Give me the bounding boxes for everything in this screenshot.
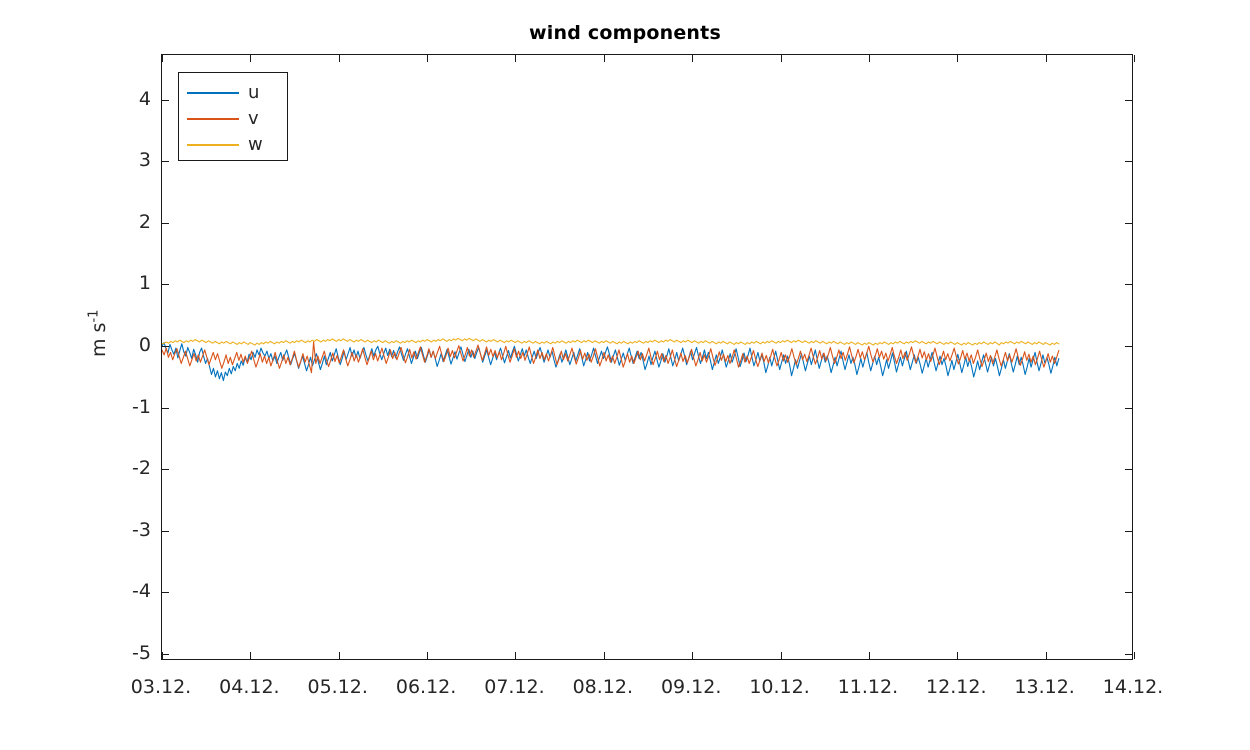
x-axis-tick-label: 05.12. — [307, 676, 368, 698]
x-axis-tick-top — [1045, 55, 1047, 62]
y-axis-tick-right — [1125, 222, 1132, 224]
x-axis-tick-label: 08.12. — [572, 676, 634, 698]
x-axis-tick-label: 11.12. — [837, 676, 899, 698]
y-axis-tick-right — [1125, 161, 1132, 163]
y-axis-tick — [162, 592, 169, 594]
x-axis-tick-top — [515, 55, 517, 62]
legend-label-w: w — [248, 134, 263, 155]
y-axis-tick-right — [1125, 530, 1132, 532]
legend-item-u[interactable]: u — [179, 79, 289, 107]
plot-area — [161, 54, 1135, 660]
y-axis-tick-right — [1125, 469, 1132, 471]
x-axis-tick-top — [250, 55, 252, 62]
y-axis-tick — [162, 284, 169, 286]
y-axis-tick-label: -2 — [132, 457, 151, 480]
y-axis-tick-label: -3 — [132, 518, 151, 541]
y-axis-title-exponent: -1 — [86, 309, 102, 323]
y-axis-tick-label: 0 — [138, 334, 151, 356]
x-axis-tick — [250, 652, 252, 659]
series-line-w — [162, 337, 1060, 346]
y-axis-tick-right — [1125, 284, 1132, 286]
series-canvas — [162, 337, 1060, 382]
x-axis-tick — [515, 652, 517, 659]
legend-label-v: v — [248, 108, 259, 129]
x-axis-tick-top — [338, 55, 340, 62]
y-axis-tick-label: 4 — [138, 87, 151, 110]
x-axis-tick-label: 14.12. — [1102, 676, 1164, 698]
y-axis-tick — [162, 161, 169, 163]
legend-item-v[interactable]: v — [179, 105, 289, 133]
y-axis-tick-right — [1125, 346, 1132, 347]
x-axis-tick — [427, 652, 429, 659]
x-axis-tick — [1134, 652, 1135, 659]
x-axis-tick-label: 04.12. — [219, 676, 280, 698]
x-axis-tick-top — [957, 55, 959, 62]
y-axis-tick — [162, 346, 169, 347]
x-axis-tick-top — [780, 55, 782, 62]
y-axis-tick-label: 1 — [138, 272, 151, 295]
y-axis-tick-label: 2 — [138, 210, 151, 233]
y-axis-tick — [162, 407, 169, 409]
page-title: wind components — [529, 22, 721, 44]
x-axis-tick — [338, 652, 340, 659]
legend-label-u: u — [248, 82, 260, 103]
x-axis-tick — [692, 652, 694, 659]
x-axis-tick-label: 03.12. — [130, 676, 192, 698]
y-axis-tick-right — [1125, 653, 1132, 655]
x-axis-tick — [162, 652, 163, 659]
y-axis-tick-right — [1125, 99, 1132, 101]
x-axis-tick — [957, 652, 959, 659]
y-axis-tick — [162, 469, 169, 471]
x-axis-tick — [868, 652, 870, 659]
x-axis-tick-top — [692, 55, 694, 62]
series-line-v — [162, 341, 1060, 374]
y-axis-tick-right — [1125, 407, 1132, 409]
x-axis-tick-top — [603, 55, 605, 62]
legend-swatch-w — [187, 144, 239, 146]
x-axis-tick — [1045, 652, 1047, 659]
y-axis-tick — [162, 530, 169, 532]
legend-swatch-v — [187, 118, 239, 120]
x-axis-tick — [603, 652, 605, 659]
x-axis-tick-label: 06.12. — [395, 676, 457, 698]
x-axis-tick-label: 09.12. — [660, 676, 722, 698]
legend-item-w[interactable]: w — [179, 131, 289, 159]
y-axis-tick-label: -5 — [132, 641, 151, 664]
y-axis-tick — [162, 99, 169, 101]
x-axis-tick-top — [1134, 55, 1135, 62]
x-axis-tick-top — [868, 55, 870, 62]
y-axis-tick — [162, 653, 169, 655]
x-axis-tick-label: 10.12. — [749, 676, 810, 698]
x-axis-tick-label: 07.12. — [484, 676, 545, 698]
x-axis-tick-top — [162, 55, 163, 62]
x-axis-tick-label: 12.12. — [926, 676, 987, 698]
x-axis-tick-top — [427, 55, 429, 62]
y-axis-tick — [162, 222, 169, 224]
y-axis-tick-label: -4 — [132, 580, 151, 603]
y-axis-tick-label: -1 — [132, 395, 151, 418]
x-axis-tick-label: 13.12. — [1014, 676, 1075, 698]
y-axis-tick-right — [1125, 592, 1132, 594]
x-axis-tick — [780, 652, 782, 659]
legend-swatch-u — [187, 92, 239, 94]
y-axis-tick-label: 3 — [138, 149, 151, 172]
series-line-u — [162, 342, 1060, 382]
